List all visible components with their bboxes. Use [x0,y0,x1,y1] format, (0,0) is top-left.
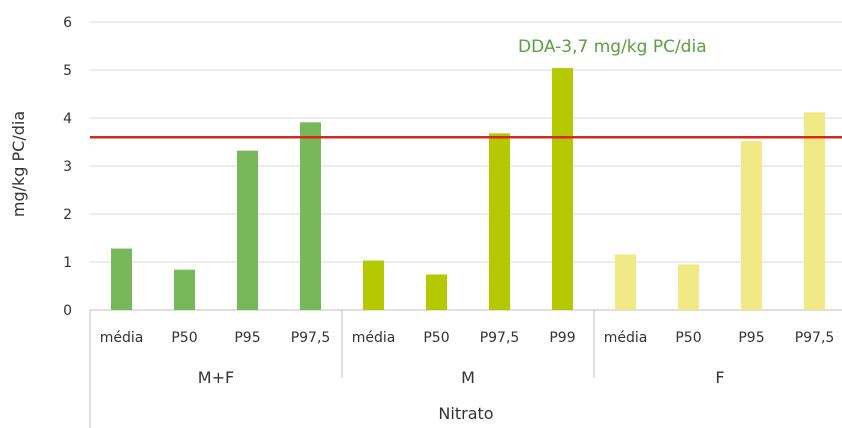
y-tick-label: 2 [63,207,72,223]
y-tick-label: 6 [63,15,72,31]
category-label: P99 [549,330,575,346]
category-label: P50 [423,330,449,346]
bar [111,248,132,310]
reference-line-group: DDA-3,7 mg/kg PC/dia [90,37,842,139]
category-label: média [100,330,144,346]
bar [678,264,699,310]
bars [111,68,825,311]
category-label: P97,5 [480,330,520,346]
category-label: P50 [171,330,197,346]
bar [426,274,447,310]
gridlines [90,21,842,311]
reference-line-label: DDA-3,7 mg/kg PC/dia [518,37,707,57]
x-axis-title: Nitrato [438,404,493,423]
category-label: P97,5 [795,330,835,346]
bar [552,68,573,310]
group-label: M+F [198,368,234,387]
group-label: M [461,368,475,387]
bar [615,254,636,310]
y-tick-label: 1 [63,255,72,271]
y-tick-label: 0 [63,303,72,319]
category-label: média [352,330,396,346]
category-label: média [604,330,648,346]
bar [363,260,384,310]
bar [804,112,825,311]
category-label: P50 [675,330,701,346]
y-tick-label: 3 [63,159,72,175]
y-tick-label: 4 [63,111,72,127]
y-axis-ticks: 0 1 2 3 4 5 6 [63,15,72,319]
y-tick-label: 5 [63,63,72,79]
category-label: P95 [738,330,764,346]
group-label: F [715,368,724,387]
bar [300,122,321,310]
bar [174,269,195,310]
category-label: P97,5 [291,330,331,346]
category-label: P95 [234,330,260,346]
bar [489,133,510,310]
bar [237,150,258,310]
y-axis-label: mg/kg PC/dia [9,111,28,217]
x-axis: média P50 P95 P97,5 M+F média P50 P97,5 P99 Mmédi… [89,310,835,428]
bar [741,141,762,310]
